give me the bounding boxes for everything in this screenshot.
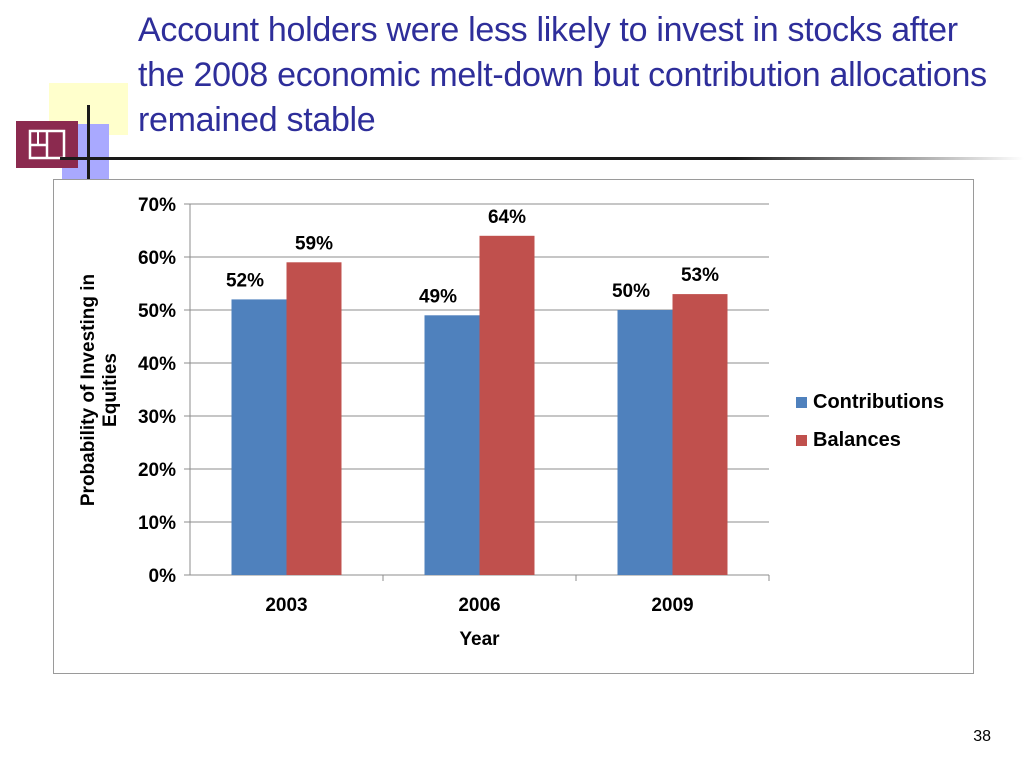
chart-container: 0% 10% 20% 30% 40% 50% 60% 70% 52% 59% 2003 49% 64% 2… — [53, 179, 974, 674]
data-label: 59% — [295, 233, 333, 254]
bar-balances — [479, 235, 535, 576]
y-axis-title-line: Equities — [100, 353, 121, 427]
y-tick-label: 50% — [138, 301, 176, 322]
legend-label: Contributions — [813, 391, 944, 413]
data-label: 53% — [681, 265, 719, 286]
y-tick-label: 10% — [138, 513, 176, 534]
logo-icon — [16, 121, 78, 168]
x-axis-title: Year — [459, 629, 500, 650]
data-label: 49% — [419, 286, 457, 307]
legend-swatch-balances — [796, 435, 807, 446]
y-tick-label: 70% — [138, 195, 176, 216]
y-tick-label: 40% — [138, 354, 176, 375]
legend-label: Balances — [813, 429, 901, 451]
y-tick-label: 20% — [138, 460, 176, 481]
data-label: 64% — [488, 207, 526, 228]
x-tick-label: 2006 — [458, 595, 500, 616]
y-tick-label: 60% — [138, 248, 176, 269]
bar-contributions — [617, 310, 673, 575]
bar-balances — [286, 262, 342, 575]
x-tick-label: 2009 — [651, 595, 693, 616]
y-tick-label: 30% — [138, 407, 176, 428]
bar-contributions — [424, 315, 480, 575]
legend-swatch-contributions — [796, 397, 807, 408]
title-divider — [60, 157, 1024, 160]
data-label: 52% — [226, 270, 264, 291]
bar-chart: 0% 10% 20% 30% 40% 50% 60% 70% 52% 59% 2003 49% 64% 2… — [78, 195, 944, 650]
x-tick-label: 2003 — [265, 595, 307, 616]
y-axis-title-line: Probability of Investing in — [78, 274, 99, 506]
slide-number: 38 — [973, 728, 991, 745]
y-axis-title: Probability of Investing inEquities — [78, 274, 121, 506]
data-label: 50% — [612, 281, 650, 302]
bar-contributions — [231, 299, 287, 575]
y-tick-label: 0% — [149, 566, 177, 587]
bar-balances — [672, 294, 728, 575]
deco-vertical-line — [87, 105, 90, 180]
slide-title: Account holders were less likely to inve… — [138, 11, 987, 139]
